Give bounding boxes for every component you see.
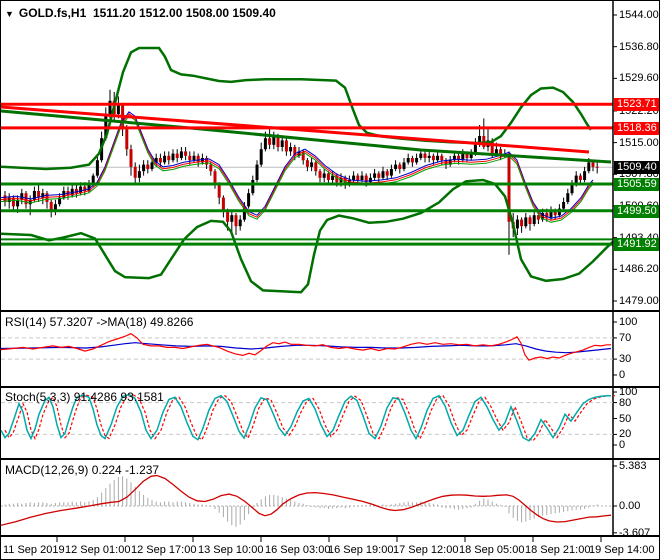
price-tick-label: 1515.00 — [619, 137, 659, 149]
time-axis-label[interactable]: 16 Sep 19:00 — [328, 544, 394, 556]
time-axis-label[interactable]: 18 Sep 05:00 — [459, 544, 525, 556]
price-level-badge: 1518.36 — [614, 122, 659, 135]
time-axis-label[interactable]: 16 Sep 03:00 — [265, 544, 331, 556]
chart-dropdown-icon[interactable]: ▼ — [5, 9, 14, 19]
time-axis-label[interactable]: 12 Sep 01:00 — [65, 544, 131, 556]
stoch-panel — [1, 391, 617, 446]
price-level-badge: 1505.59 — [614, 178, 659, 191]
macd-tick-label: 0.00 — [619, 500, 641, 512]
time-axis-label[interactable]: 13 Sep 10:00 — [198, 544, 264, 556]
rsi-tick-label: 0 — [619, 369, 626, 381]
macd-indicator-label: MACD(12,26,9) 0.224 -1.237 — [5, 463, 160, 477]
rsi-tick-label: 100 — [619, 316, 638, 328]
chart-title: ▼ GOLD.fs,H1 1511.20 1512.00 1508.00 1509… — [5, 6, 276, 20]
rsi-indicator-label: RSI(14) 57.3207 ->MA(18) 49.8266 — [5, 315, 194, 329]
time-axis-label[interactable]: 12 Sep 17:00 — [131, 544, 197, 556]
time-axis-label[interactable]: 18 Sep 21:00 — [525, 544, 591, 556]
price-tick-label: 1529.60 — [619, 72, 659, 84]
stoch-tick-label: 0 — [619, 439, 626, 451]
price-level-lines — [1, 102, 613, 246]
ohlc-values: 1511.20 1512.00 1508.00 1509.40 — [92, 6, 276, 20]
price-tick-label: 1536.80 — [619, 41, 659, 53]
symbol-period-label: GOLD.fs,H1 — [18, 6, 87, 20]
price-level-badge: 1523.71 — [614, 98, 659, 111]
price-tick-label: 1544.00 — [619, 9, 659, 21]
rsi-tick-label: 70 — [619, 332, 632, 344]
macd-panel — [1, 465, 617, 534]
candlestick-series — [3, 89, 599, 255]
moving-averages — [1, 111, 594, 223]
price-tick-label: 1479.00 — [619, 295, 659, 307]
price-level-badge: 1491.92 — [614, 238, 659, 251]
stoch-tick-label: 20 — [619, 428, 632, 440]
stoch-tick-label: 80 — [619, 397, 632, 409]
stoch-tick-label: 50 — [619, 413, 632, 425]
price-level-badge: 1499.50 — [614, 205, 659, 218]
rsi-tick-label: 30 — [619, 353, 632, 365]
trendlines — [1, 105, 612, 164]
price-level-badge: 1509.40 — [614, 161, 659, 174]
time-axis-label[interactable]: 19 Sep 14:00 — [589, 544, 655, 556]
time-axis-label[interactable]: 11 Sep 2019 — [3, 544, 65, 556]
time-axis-label[interactable]: 17 Sep 12:00 — [393, 544, 459, 556]
price-tick-label: 1507.80 — [619, 168, 659, 180]
stoch-indicator-label: Stoch(5,3,3) 91.4286 93.1581 — [5, 390, 164, 404]
time-axis — [56, 537, 602, 542]
stoch-tick-label: 100 — [619, 386, 638, 398]
rsi-panel — [1, 321, 617, 376]
price-tick-label: 1522.20 — [619, 105, 659, 117]
macd-tick-label: -3.607 — [619, 527, 651, 539]
macd-tick-label: 5.383 — [619, 460, 647, 472]
price-tick-label: 1486.20 — [619, 263, 659, 275]
